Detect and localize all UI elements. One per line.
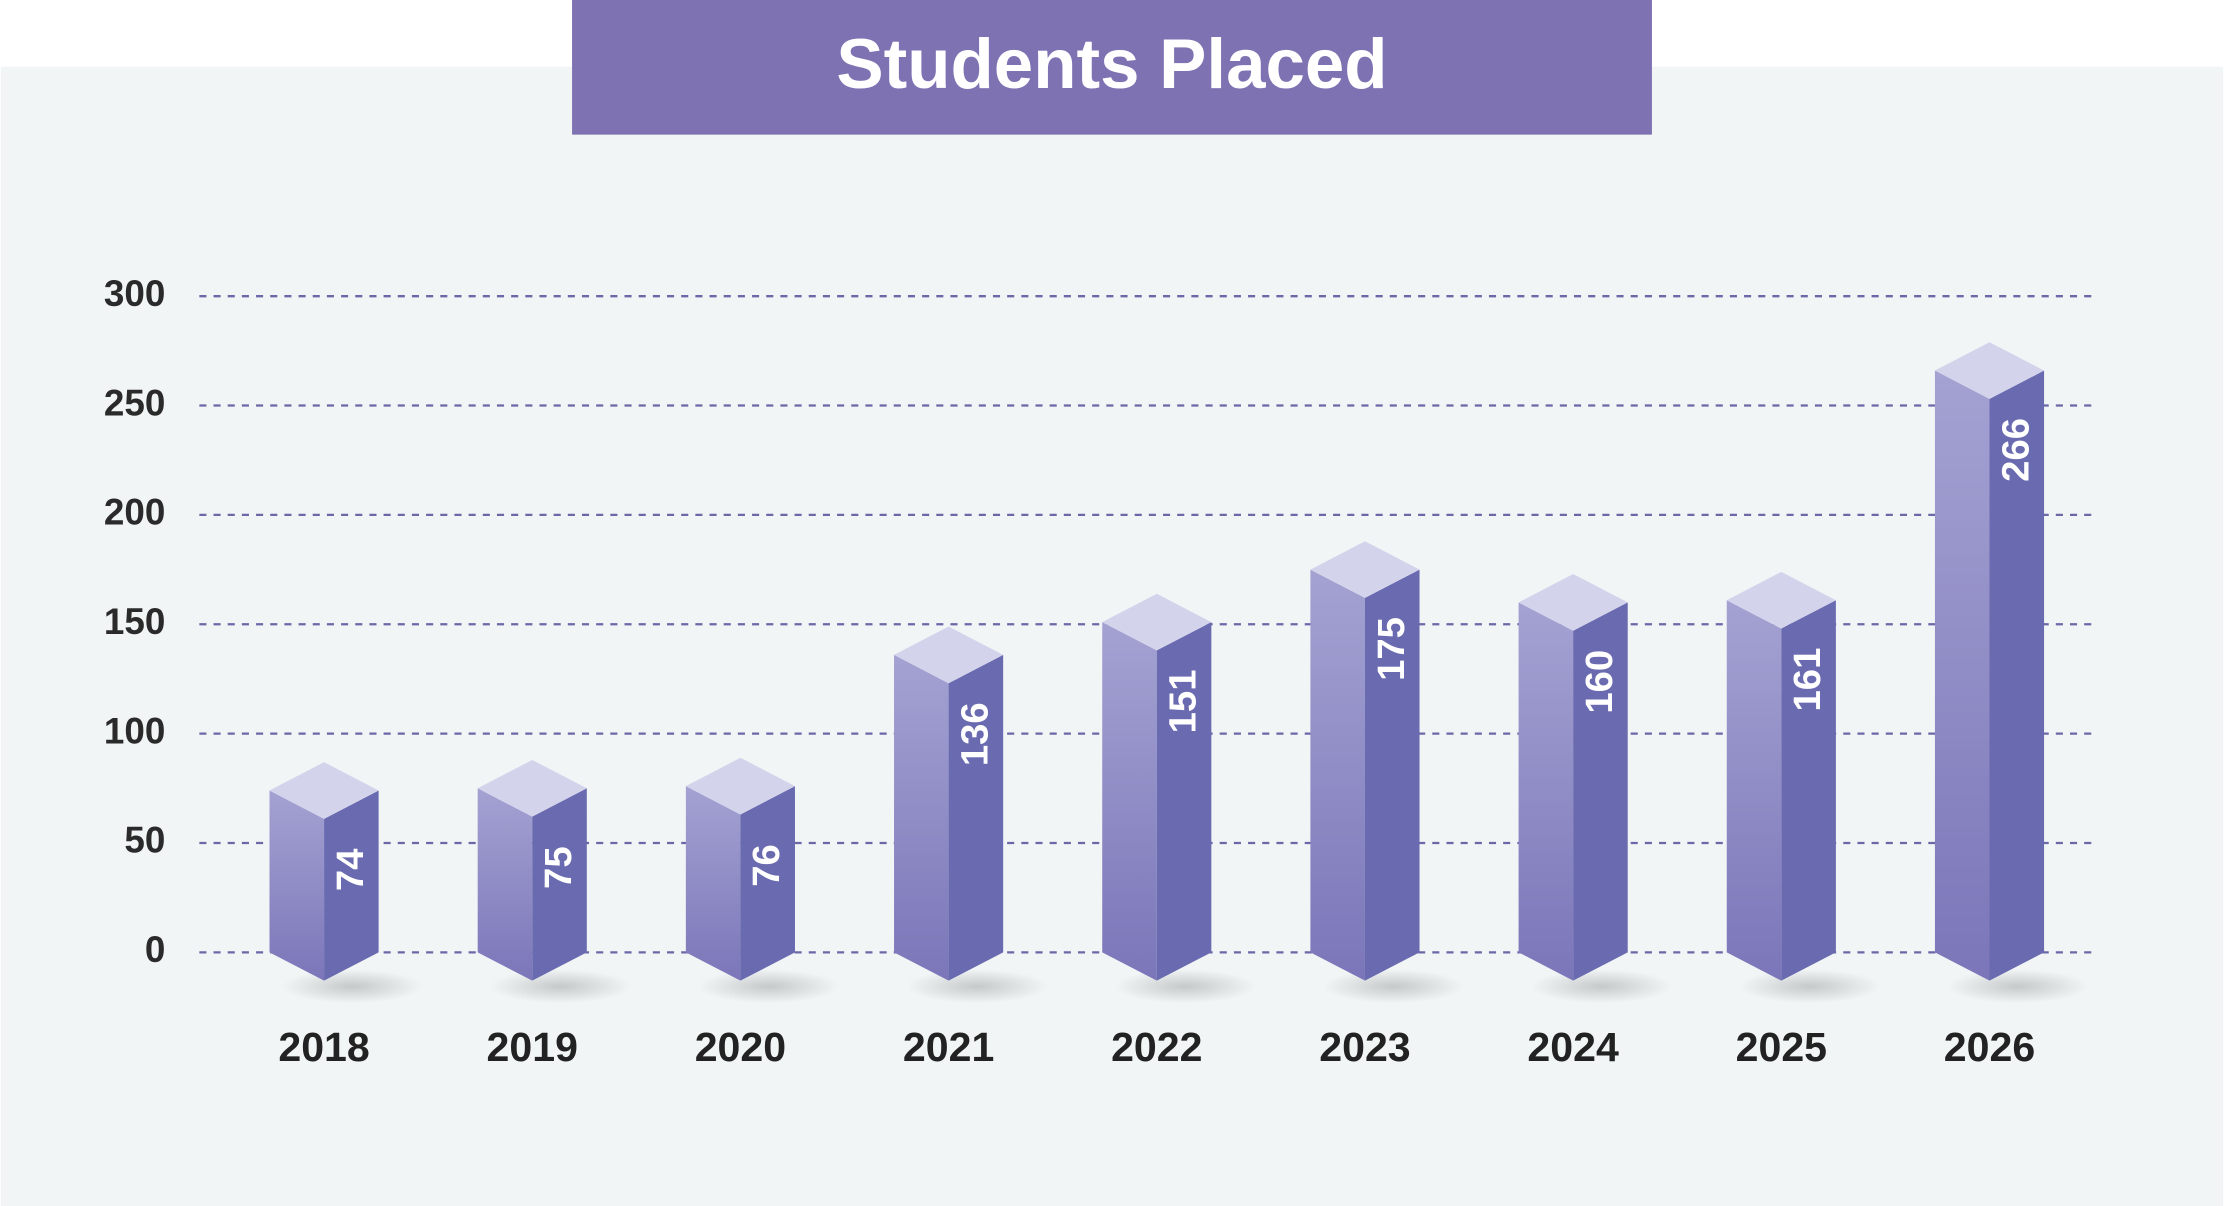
y-tick-label: 50: [124, 820, 165, 861]
bar-right-face: [1781, 600, 1836, 981]
bar-left-face: [1726, 600, 1782, 981]
title-box: [572, 0, 1652, 135]
bar-left-face: [269, 790, 325, 981]
bar-left-face: [1310, 569, 1365, 981]
value-label: 136: [953, 702, 996, 766]
y-tick-label: 200: [104, 492, 165, 533]
bar-shadow: [1322, 969, 1465, 1004]
bar-shadow: [906, 969, 1048, 1004]
bar-shadow: [1738, 969, 1881, 1004]
x-tick-label: 2025: [1736, 1024, 1827, 1070]
value-label: 151: [1162, 670, 1205, 734]
bar-top-face: [1726, 571, 1836, 629]
bar-shadow: [697, 969, 840, 1004]
x-tick-label: 2023: [1319, 1024, 1410, 1070]
bar-shadow: [489, 969, 632, 1004]
bar-right-face: [532, 788, 587, 981]
bar-shadow: [281, 969, 424, 1004]
chart-title: Students Placed: [836, 25, 1387, 104]
value-label: 76: [745, 844, 788, 887]
y-tick-label: 300: [104, 273, 165, 314]
value-label: 161: [1786, 648, 1829, 712]
bar-shadow: [1114, 969, 1256, 1004]
bar-right-face: [324, 790, 379, 981]
x-tick-label: 2021: [903, 1024, 994, 1070]
bar-top-face: [477, 759, 587, 817]
bar-right-face: [1573, 602, 1628, 981]
bar-top-face: [894, 626, 1004, 684]
y-tick-label: 0: [145, 929, 165, 970]
y-tick-label: 150: [104, 601, 165, 642]
bar-right-face: [1364, 569, 1420, 981]
bar-right-face: [1156, 622, 1212, 981]
bar-top-face: [685, 757, 795, 815]
x-tick-label: 2026: [1944, 1024, 2035, 1070]
x-tick-label: 2022: [1111, 1024, 1202, 1070]
x-tick-label: 2019: [487, 1024, 578, 1070]
bar-top-face: [1102, 593, 1212, 651]
bar-shadow: [1530, 969, 1673, 1004]
value-label: 75: [537, 846, 580, 889]
bar-left-face: [685, 786, 741, 981]
bar-top-face: [1934, 342, 2045, 399]
bar-shadow: [1946, 969, 2089, 1004]
bar-left-face: [1518, 602, 1574, 981]
value-label: 175: [1370, 617, 1413, 681]
bar-left-face: [1934, 370, 1990, 981]
bar-right-face: [948, 654, 1004, 981]
bar-left-face: [477, 788, 533, 981]
value-label: 160: [1578, 650, 1621, 714]
bar-left-face: [1102, 622, 1157, 981]
bar-top-face: [1310, 541, 1420, 598]
x-tick-label: 2018: [278, 1024, 369, 1070]
value-label: 74: [329, 848, 372, 891]
bar-right-face: [740, 786, 795, 981]
x-tick-label: 2024: [1527, 1024, 1619, 1070]
bar-right-face: [1989, 370, 2045, 981]
value-label: 266: [1994, 418, 2037, 482]
bar-top-face: [1518, 574, 1628, 631]
y-tick-label: 250: [104, 382, 165, 423]
bar-left-face: [894, 654, 949, 981]
x-tick-label: 2020: [695, 1024, 786, 1070]
y-tick-label: 100: [104, 710, 165, 751]
